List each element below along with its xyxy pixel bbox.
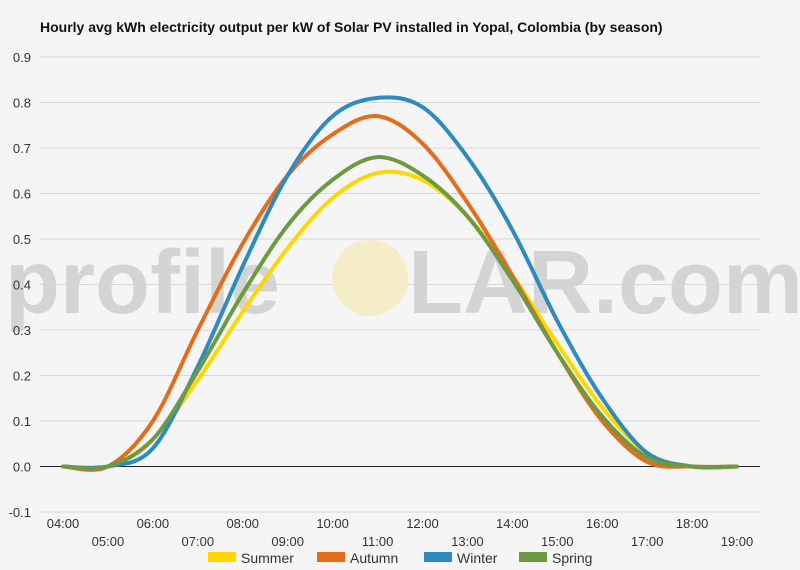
y-tick-label: -0.1 bbox=[9, 505, 31, 520]
x-tick-label: 05:00 bbox=[92, 534, 125, 549]
y-tick-label: 0.2 bbox=[13, 369, 31, 384]
legend-swatch-winter bbox=[424, 552, 452, 562]
legend-label: Spring bbox=[552, 550, 592, 566]
x-tick-label: 10:00 bbox=[316, 516, 349, 531]
legend-label: Summer bbox=[241, 550, 294, 566]
x-tick-label: 04:00 bbox=[47, 516, 80, 531]
y-tick-label: 0.4 bbox=[13, 278, 31, 293]
axis-labels: 0.9 0.8 0.7 0.6 0.5 0.4 0.3 0.2 0.1 0.0 -0.1 04:00 0… bbox=[9, 50, 754, 549]
watermark-text-suffix: LAR.com bbox=[408, 233, 800, 333]
series-line-spring bbox=[61, 155, 739, 471]
y-tick-label: 0.0 bbox=[13, 460, 31, 475]
legend: Summer Autumn Winter Spring bbox=[208, 550, 592, 566]
watermark-sun bbox=[332, 240, 408, 316]
legend-swatch-spring bbox=[519, 552, 547, 562]
y-tick-label: 0.9 bbox=[13, 50, 31, 65]
series-line-autumn bbox=[61, 114, 739, 472]
y-tick-label: 0.7 bbox=[13, 141, 31, 156]
legend-swatch-autumn bbox=[317, 552, 345, 562]
y-tick-label: 0.8 bbox=[13, 96, 31, 111]
x-tick-label: 13:00 bbox=[451, 534, 484, 549]
y-tick-label: 0.1 bbox=[13, 414, 31, 429]
y-tick-label: 0.5 bbox=[13, 232, 31, 247]
x-tick-label: 06:00 bbox=[137, 516, 170, 531]
x-tick-label: 12:00 bbox=[406, 516, 439, 531]
series-lines bbox=[61, 95, 739, 472]
legend-swatch-summer bbox=[208, 552, 236, 562]
y-tick-label: 0.6 bbox=[13, 187, 31, 202]
x-tick-label: 14:00 bbox=[496, 516, 529, 531]
x-tick-label: 17:00 bbox=[631, 534, 664, 549]
y-tick-label: 0.3 bbox=[13, 323, 31, 338]
x-tick-label: 07:00 bbox=[182, 534, 215, 549]
legend-label: Autumn bbox=[350, 550, 398, 566]
legend-label: Winter bbox=[457, 550, 498, 566]
x-tick-label: 08:00 bbox=[226, 516, 259, 531]
x-tick-label: 18:00 bbox=[676, 516, 709, 531]
x-tick-label: 19:00 bbox=[721, 534, 754, 549]
x-tick-label: 11:00 bbox=[362, 534, 394, 549]
x-tick-label: 09:00 bbox=[271, 534, 304, 549]
x-tick-label: 16:00 bbox=[586, 516, 619, 531]
chart-title: Hourly avg kWh electricity output per kW… bbox=[40, 19, 663, 35]
grid-lines bbox=[40, 56, 760, 513]
x-tick-label: 15:00 bbox=[541, 534, 574, 549]
watermark: profile LAR.com bbox=[5, 233, 800, 333]
